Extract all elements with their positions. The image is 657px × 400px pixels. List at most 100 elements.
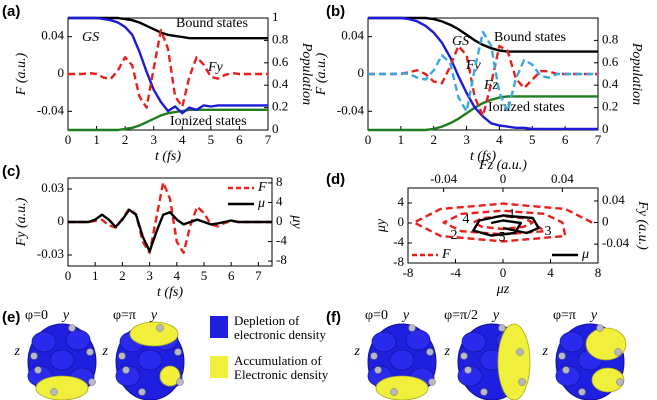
x-axis-label: μz <box>496 282 510 297</box>
atom <box>34 366 42 374</box>
y-tick-label: 0.04 <box>41 28 64 43</box>
legend-swatch <box>210 356 228 378</box>
series-line <box>412 202 593 243</box>
atom <box>558 352 566 360</box>
legend-label: F <box>441 247 451 262</box>
x-tick-label: 5 <box>529 132 536 147</box>
x-tick-label: 0 <box>365 132 372 147</box>
y2-tick-label: 0 <box>276 213 283 228</box>
series-label: Bound states <box>494 30 566 45</box>
y2-tick-label: -4 <box>276 233 287 248</box>
axis-y-label: y <box>401 308 410 323</box>
x-axis-label: t (fs) <box>157 285 183 300</box>
density-lobe <box>371 331 397 353</box>
x2-tick-label: -0.04 <box>430 171 458 186</box>
series-label: Bound states <box>176 16 248 31</box>
atom <box>562 366 570 374</box>
x-tick-label: 7 <box>255 268 262 283</box>
density-lobe <box>65 329 91 351</box>
y2-tick-label: 0 <box>602 121 609 136</box>
axis-z-label: z <box>542 344 549 359</box>
x-tick-label: 4 <box>179 132 186 147</box>
x-tick-label: 5 <box>208 132 215 147</box>
x-tick-label: -4 <box>450 265 461 280</box>
y-tick-label: -0.04 <box>37 102 65 117</box>
y-tick-label: -0.04 <box>337 102 365 117</box>
density-lobe <box>405 329 431 351</box>
x-tick-label: 0 <box>65 268 72 283</box>
panel-label: (f) <box>326 309 341 326</box>
atom <box>118 352 126 360</box>
atom <box>30 352 38 360</box>
y2-tick-label: 0.4 <box>602 76 619 91</box>
series-label: Ionized states <box>488 100 565 115</box>
y-tick-label: 0 <box>58 65 65 80</box>
x-tick-label: 2 <box>430 132 437 147</box>
y-axis-label: μy <box>374 218 389 233</box>
y-tick-label: 0 <box>58 213 65 228</box>
x-tick-label: 7 <box>595 132 602 147</box>
atom <box>122 366 130 374</box>
series-line <box>368 30 598 113</box>
atom <box>138 388 146 396</box>
x-tick-label: 3 <box>146 268 153 283</box>
y-axis-label: Fy (a.u.) <box>14 197 29 247</box>
y2-axis-label: Population <box>629 42 644 105</box>
atom <box>156 324 164 332</box>
y2-tick-label: 0.04 <box>602 192 625 207</box>
density-lobe <box>461 331 487 353</box>
x-tick-label: 3 <box>150 132 157 147</box>
axis-y-label: y <box>589 308 598 323</box>
density-lobe <box>31 331 57 353</box>
y-axis-label: F (a.u.) <box>314 52 329 96</box>
phase-label: φ=0 <box>365 308 388 323</box>
panel-label: (b) <box>326 3 345 20</box>
density-lobe <box>49 349 75 371</box>
y-axis-label: F (a.u.) <box>14 52 29 96</box>
x-tick-label: 7 <box>265 132 272 147</box>
x-axis-label: t (fs) <box>470 149 496 164</box>
x-tick-label: 1 <box>398 132 405 147</box>
annotation: 3 <box>545 224 552 239</box>
x-tick-label: 6 <box>236 132 243 147</box>
series-line <box>368 95 598 132</box>
x2-tick-label: 0 <box>500 171 507 186</box>
density-lobe <box>115 365 141 387</box>
atom <box>516 348 524 356</box>
panel-label: (a) <box>2 3 20 20</box>
y2-tick-label: 0 <box>602 214 609 229</box>
y2-tick-label: 4 <box>276 193 283 208</box>
phase-label: φ=π <box>113 308 136 323</box>
x-tick-label: 6 <box>562 132 569 147</box>
x2-tick-label: 0.04 <box>551 171 574 186</box>
axis-y-label: y <box>149 308 158 323</box>
x-tick-label: 1 <box>93 132 100 147</box>
y2-tick-label: 0.2 <box>272 99 288 114</box>
series-label: Fy <box>207 60 224 75</box>
panel-label: (c) <box>2 163 20 180</box>
y2-tick-label: 0.6 <box>602 54 619 69</box>
atom <box>374 366 382 374</box>
legend-label: μ <box>257 196 265 211</box>
molecule-image <box>457 323 531 400</box>
y2-tick-label: 1 <box>272 9 279 24</box>
x-tick-label: 2 <box>119 268 126 283</box>
axis-z-label: z <box>354 344 361 359</box>
y2-tick-label: 0.6 <box>272 54 289 69</box>
molecule-image <box>555 323 627 400</box>
molecule-image <box>367 323 437 400</box>
atom <box>480 388 488 396</box>
atom <box>616 378 624 386</box>
density-lobe <box>389 349 415 371</box>
y-tick-label: 0.04 <box>341 28 364 43</box>
atom <box>578 388 586 396</box>
series-line <box>68 208 272 253</box>
legend-label: Accumulation of <box>234 353 322 368</box>
density-lobe <box>585 327 627 361</box>
atom <box>50 388 58 396</box>
atom <box>596 324 604 332</box>
y2-tick-label: -8 <box>276 252 287 267</box>
phase-label: φ=0 <box>25 308 48 323</box>
atom <box>464 366 472 374</box>
molecule-image <box>115 321 185 400</box>
